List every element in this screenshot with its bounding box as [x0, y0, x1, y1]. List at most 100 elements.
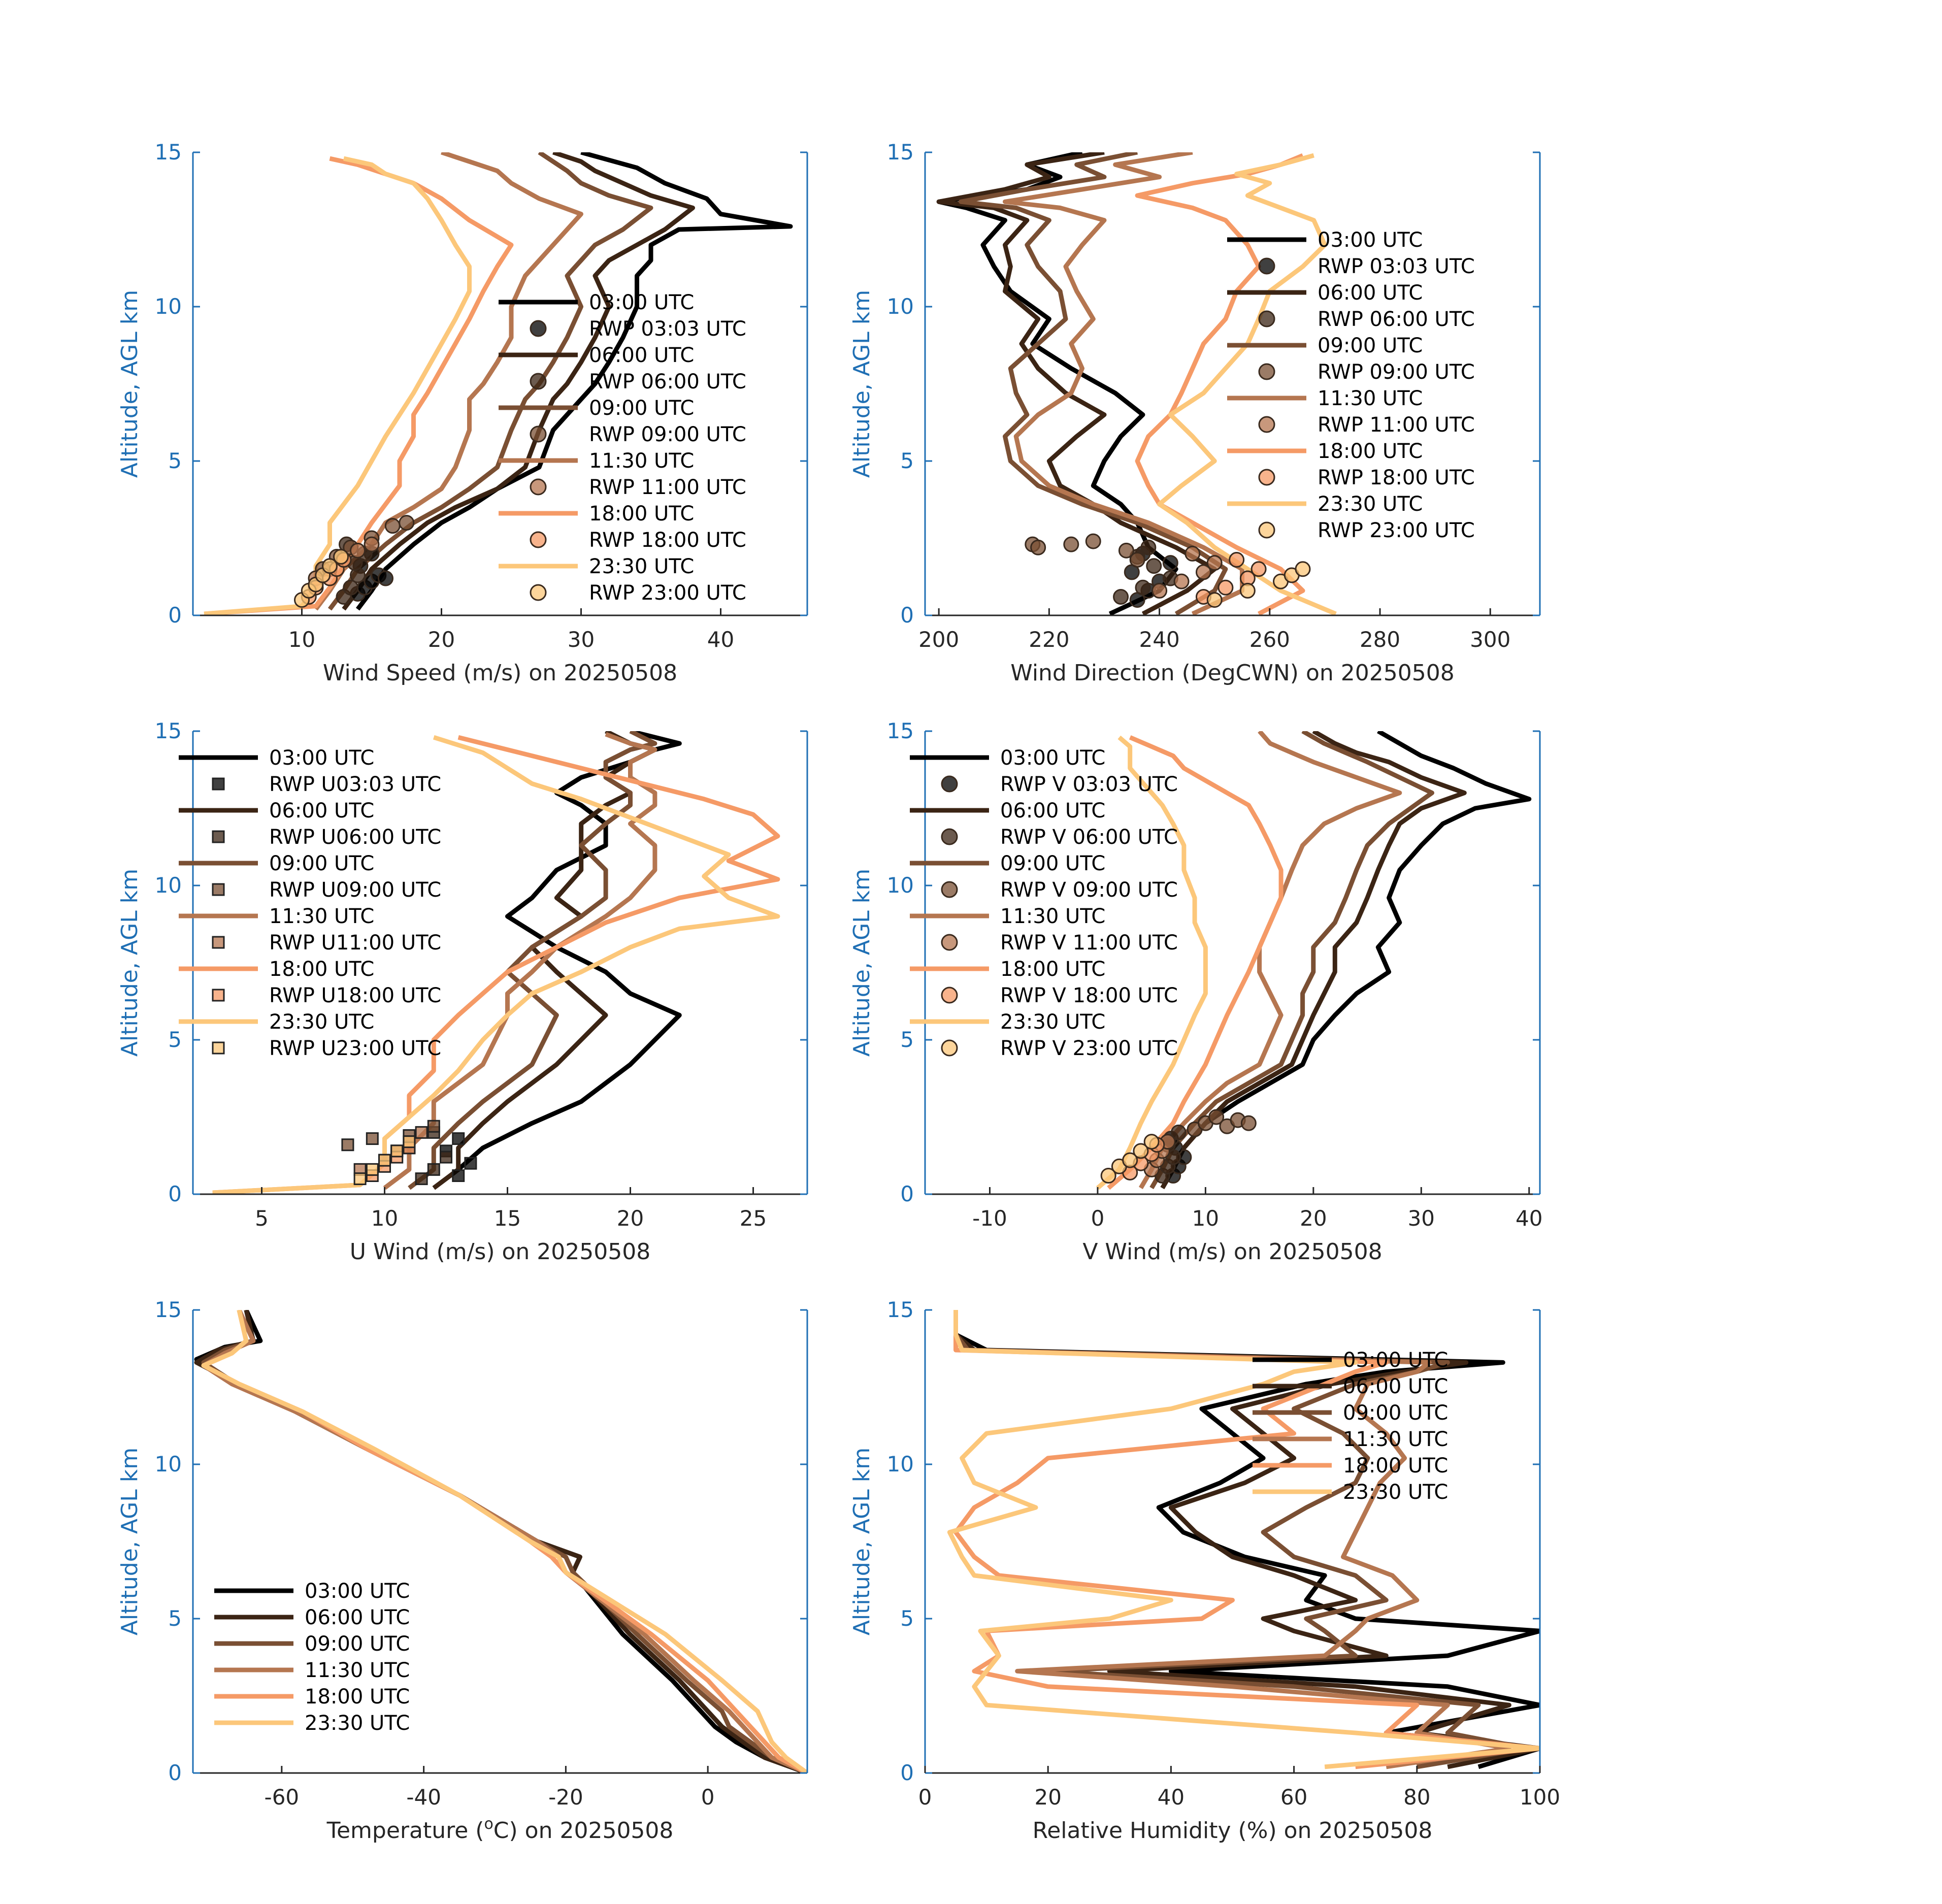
rwp-marker: [1229, 552, 1245, 568]
legend-swatch-rwp-v-23-00-utc: [941, 1039, 958, 1057]
legend-swatch-rwp-v-09-00-utc: [941, 881, 958, 898]
rwp-marker: [464, 1157, 477, 1170]
legend-swatch-rwp-11-00-utc: [530, 478, 547, 496]
legend-label-11-30-utc: 11:30 UTC: [1343, 1428, 1448, 1451]
legend: 03:00 UTC RWP V 03:03 UTC 06:00 UTC RWP V 0…: [910, 746, 1178, 1060]
y-tick-label: 10: [155, 873, 182, 898]
legend-swatch-rwp-u18-00-utc: [212, 989, 225, 1002]
series-line-23-30-utc: [201, 1310, 807, 1773]
series-line-23-30-utc: [947, 1310, 1540, 1769]
legend-swatch-rwp-23-00-utc: [1258, 521, 1275, 539]
y-tick-label: 0: [900, 603, 914, 628]
x-tick-label: 20: [1034, 1785, 1061, 1810]
rwp-marker: [1143, 1134, 1160, 1150]
rwp-marker: [1118, 542, 1134, 559]
rwp-marker: [1030, 539, 1046, 555]
series-line-23-30-utc: [1096, 735, 1208, 1190]
legend-label-11-30-utc: 11:30 UTC: [269, 905, 374, 928]
legend-label-06-00-utc: 06:00 UTC: [1000, 799, 1105, 823]
legend: 03:00 UTC RWP 03:03 UTC 06:00 UTC RWP 06:00…: [499, 291, 746, 605]
rwp-marker: [1208, 1109, 1225, 1125]
legend: 03:00 UTC 06:00 UTC 09:00 UTC 11:30 UTC 18:0…: [214, 1580, 410, 1735]
legend: 03:00 UTC RWP 03:03 UTC 06:00 UTC RWP 06:00…: [1227, 228, 1475, 542]
legend-label-11-30-utc: 11:30 UTC: [1000, 905, 1105, 928]
x-tick-label: -10: [972, 1206, 1007, 1231]
legend-label-18-00-utc: 18:00 UTC: [1343, 1454, 1448, 1478]
series-line-06-00-utc: [342, 152, 695, 611]
legend-label-09-00-utc: 09:00 UTC: [1318, 334, 1423, 357]
rwp-marker: [366, 1132, 379, 1145]
legend-label-rwp-06-00-utc: RWP 06:00 UTC: [1318, 308, 1475, 331]
rwp-marker: [399, 515, 415, 531]
x-tick-label: 20: [1300, 1206, 1327, 1231]
x-tick-label: 20: [617, 1206, 644, 1231]
x-tick-label: 10: [1192, 1206, 1219, 1231]
rwp-marker: [403, 1135, 416, 1148]
x-tick-label: 25: [740, 1206, 767, 1231]
y-tick-label: 10: [887, 873, 914, 898]
rwp-marker: [427, 1163, 440, 1176]
series-line-18-00-utc: [953, 1310, 1540, 1769]
legend-label-rwp-03-03-utc: RWP 03:03 UTC: [1318, 255, 1475, 278]
legend-swatch-rwp-v-03-03-utc: [941, 775, 958, 793]
y-tick-label: 10: [155, 1452, 182, 1476]
rwp-marker: [1085, 533, 1101, 549]
legend-label-18-00-utc: 18:00 UTC: [305, 1685, 410, 1709]
legend-label-rwp-11-00-utc: RWP 11:00 UTC: [1318, 413, 1475, 437]
rwp-marker: [1170, 1124, 1187, 1140]
legend-label-rwp-u23-00-utc: RWP U23:00 UTC: [269, 1037, 441, 1060]
legend-swatch-rwp-u06-00-utc: [212, 830, 225, 843]
y-tick-label: 15: [887, 140, 914, 165]
legend-label-rwp-v-06-00-utc: RWP V 06:00 UTC: [1000, 826, 1178, 849]
rwp-marker: [378, 1154, 391, 1167]
y-tick-label: 15: [887, 1297, 914, 1322]
series-line-11-30-utc: [383, 732, 657, 1190]
y-axis-label: Altitude, AGL km: [117, 290, 143, 478]
series-line-06-00-utc: [936, 152, 1217, 615]
y-tick-label: 5: [168, 1606, 182, 1631]
x-tick-label: 40: [1516, 1206, 1542, 1231]
rwp-marker: [1184, 545, 1201, 562]
rwp-marker: [1135, 579, 1151, 596]
series-line-11-30-utc: [1003, 152, 1244, 615]
series-line-11-30-utc: [201, 1310, 807, 1773]
rwp-marker: [1133, 1143, 1149, 1159]
chart-relative-humidity: 0 5 10 15 0 20 40 60 80 100 Relative Humidity (%) …: [849, 1297, 1560, 1844]
y-axis-label: Altitude, AGL km: [117, 1448, 143, 1635]
legend-label-18-00-utc: 18:00 UTC: [589, 502, 694, 526]
x-tick-label: -40: [406, 1785, 441, 1810]
x-tick-label: 240: [1139, 627, 1180, 652]
legend-label-09-00-utc: 09:00 UTC: [269, 852, 374, 875]
legend-swatch-rwp-v-11-00-utc: [941, 934, 958, 951]
x-tick-label: 260: [1249, 627, 1290, 652]
legend-label-18-00-utc: 18:00 UTC: [1318, 440, 1423, 463]
legend-swatch-rwp-06-00-utc: [1258, 310, 1275, 327]
y-tick-label: 5: [168, 1027, 182, 1052]
x-tick-label: 0: [918, 1785, 932, 1810]
series-line-06-00-utc: [194, 1310, 807, 1773]
rwp-marker: [341, 1138, 354, 1152]
rwp-marker: [1206, 555, 1223, 571]
rwp-marker: [1295, 561, 1311, 577]
series-line-03-00-utc: [1160, 731, 1532, 1190]
legend-label-rwp-u09-00-utc: RWP U09:00 UTC: [269, 878, 441, 902]
y-tick-label: 0: [900, 1760, 914, 1785]
rwp-marker: [343, 579, 359, 596]
rwp-marker: [1129, 552, 1145, 568]
rwp-marker: [1063, 536, 1079, 552]
legend-swatch-rwp-u23-00-utc: [212, 1041, 225, 1055]
series-line-18-00-utc: [1107, 735, 1283, 1190]
x-tick-label: 10: [371, 1206, 398, 1231]
rwp-marker: [1239, 582, 1256, 599]
x-tick-label: 5: [255, 1206, 269, 1231]
legend-swatch-rwp-u11-00-utc: [212, 936, 225, 949]
x-tick-label: 200: [918, 627, 959, 652]
legend-label-06-00-utc: 06:00 UTC: [589, 344, 694, 367]
plot-area: [204, 152, 793, 615]
rwp-marker: [452, 1132, 465, 1145]
legend-label-rwp-v-18-00-utc: RWP V 18:00 UTC: [1000, 984, 1178, 1007]
series-line-09-00-utc: [201, 1310, 807, 1773]
y-tick-label: 5: [900, 1606, 914, 1631]
rwp-marker: [1122, 1152, 1138, 1168]
